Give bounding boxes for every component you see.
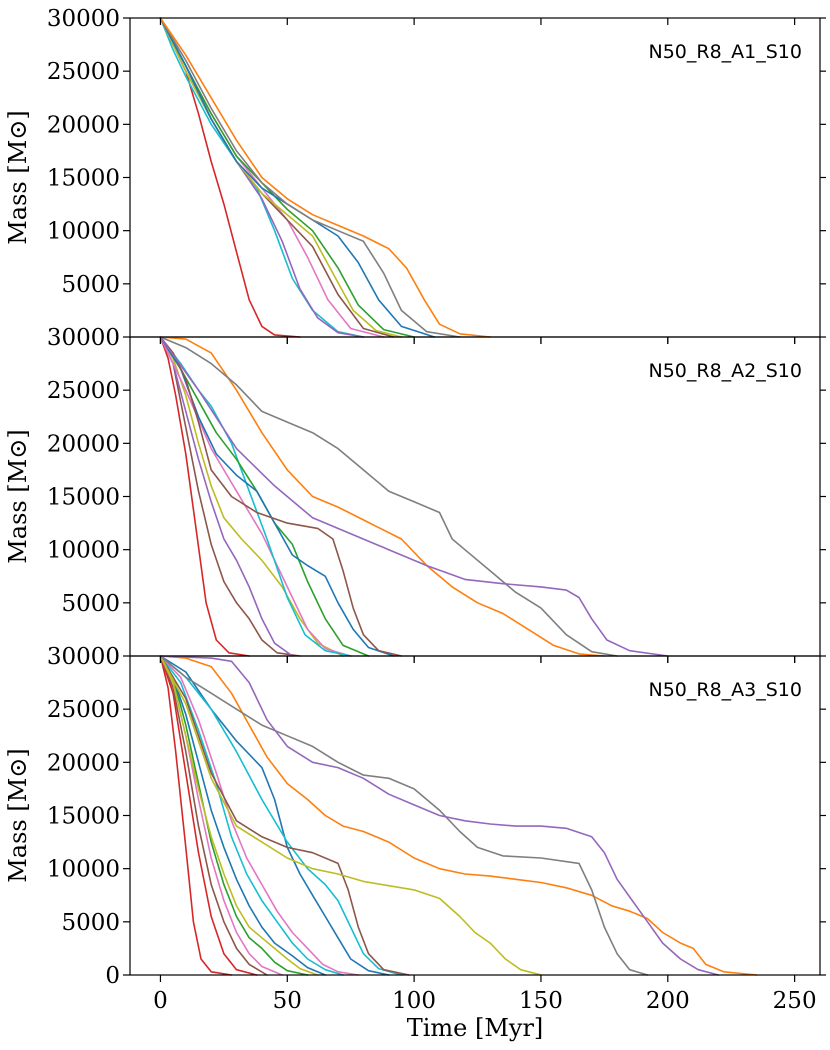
y-axis-label: Mass [M⊙] bbox=[4, 429, 32, 564]
series-line-orange bbox=[159, 336, 606, 657]
x-tick-label: 150 bbox=[519, 988, 563, 1014]
x-tick-label: 0 bbox=[153, 988, 168, 1014]
series-line-olive bbox=[159, 336, 344, 657]
series-line-pink2 bbox=[159, 655, 360, 976]
y-tick-label: 10000 bbox=[47, 219, 120, 245]
y-tick-label: 30000 bbox=[47, 325, 120, 351]
y-tick-label: 20000 bbox=[47, 750, 120, 776]
series-line-blue bbox=[159, 655, 327, 976]
panel-title: N50_R8_A3_S10 bbox=[648, 679, 802, 701]
series-line-brown2 bbox=[159, 336, 403, 657]
y-axis-label: Mass [M⊙] bbox=[4, 110, 32, 245]
series-line-orange bbox=[159, 655, 758, 976]
y-tick-label: 20000 bbox=[47, 112, 120, 138]
y-tick-label: 25000 bbox=[47, 59, 120, 85]
x-tick-label: 50 bbox=[273, 988, 302, 1014]
panel-1: 5000 10000 15000 20000 25000 30000 N50_R8_A1_S… bbox=[4, 6, 826, 344]
series-line-green bbox=[159, 655, 309, 976]
series-line-brown2 bbox=[159, 655, 410, 976]
panel-3: 0 50 100 150 200 250 0 5000 10000 15000 20000 25000… bbox=[4, 644, 826, 1042]
series-line-brown bbox=[159, 17, 395, 338]
plot-frame bbox=[129, 17, 821, 338]
series-line-purple bbox=[159, 336, 294, 657]
series-line-red2 bbox=[159, 655, 258, 976]
x-tick-label: 250 bbox=[773, 988, 817, 1014]
y-tick-label: 25000 bbox=[47, 378, 120, 404]
y-tick-label: 15000 bbox=[47, 166, 120, 192]
series-line-olive2 bbox=[159, 655, 542, 976]
series-line-gray bbox=[159, 17, 461, 338]
y-tick-label: 5000 bbox=[61, 591, 120, 617]
series-line-red bbox=[159, 655, 233, 976]
series-group bbox=[159, 336, 669, 657]
series-line-purple bbox=[159, 655, 720, 976]
series-line-purple2 bbox=[159, 336, 669, 657]
series-line-blue bbox=[159, 17, 436, 338]
x-tick-label: 200 bbox=[646, 988, 690, 1014]
series-line-cyan bbox=[159, 655, 344, 976]
series-line-orange bbox=[159, 17, 491, 338]
panel-title: N50_R8_A1_S10 bbox=[648, 41, 802, 63]
series-line-brown bbox=[159, 655, 268, 976]
y-tick-label: 0 bbox=[105, 963, 120, 989]
x-tick-label: 100 bbox=[392, 988, 436, 1014]
y-tick-label: 30000 bbox=[47, 6, 120, 32]
series-line-brown bbox=[159, 336, 301, 657]
y-tick-label: 15000 bbox=[47, 804, 120, 830]
y-tick-label: 10000 bbox=[47, 857, 120, 883]
y-tick-label: 5000 bbox=[61, 272, 120, 298]
series-line-red bbox=[159, 336, 250, 657]
series-line-olive bbox=[159, 655, 319, 976]
y-tick-label: 20000 bbox=[47, 431, 120, 457]
series-line-cyan2 bbox=[159, 655, 403, 976]
series-group bbox=[159, 17, 491, 338]
y-tick-label: 5000 bbox=[61, 910, 120, 936]
y-tick-label: 10000 bbox=[47, 538, 120, 564]
series-line-green bbox=[159, 17, 415, 338]
y-tick-label: 30000 bbox=[47, 644, 120, 670]
x-axis-label: Time [Myr] bbox=[407, 1014, 544, 1042]
panel-2: 5000 10000 15000 20000 25000 30000 N50_R8_A2_S… bbox=[4, 325, 826, 663]
series-line-blue bbox=[159, 336, 395, 657]
y-tick-label: 25000 bbox=[47, 697, 120, 723]
y-axis-label: Mass [M⊙] bbox=[4, 748, 32, 883]
series-line-gray bbox=[159, 336, 618, 657]
panel-title: N50_R8_A2_S10 bbox=[648, 360, 802, 382]
y-tick-label: 15000 bbox=[47, 485, 120, 511]
series-line-olive bbox=[159, 17, 403, 338]
series-group bbox=[159, 655, 758, 976]
series-line-gray bbox=[159, 655, 649, 976]
